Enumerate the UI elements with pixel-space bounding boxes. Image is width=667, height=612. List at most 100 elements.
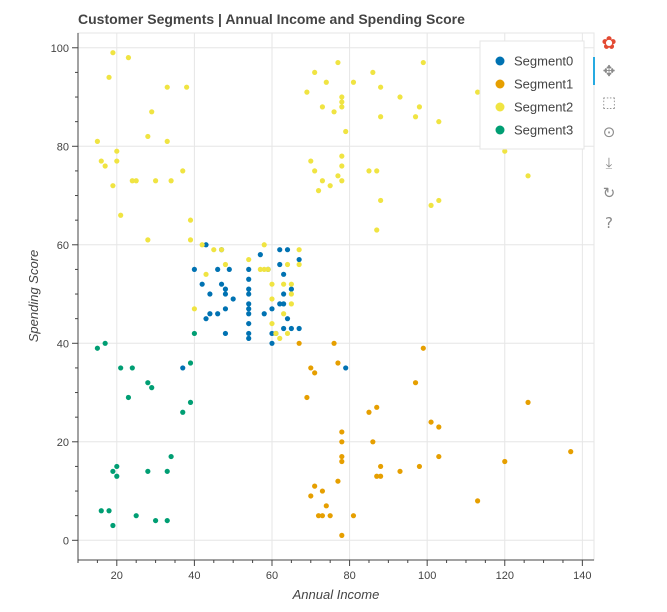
point-segment1 xyxy=(319,488,326,494)
point-segment0 xyxy=(199,281,205,287)
point-segment2 xyxy=(319,178,326,184)
point-segment0 xyxy=(281,301,287,307)
point-segment0 xyxy=(288,325,294,332)
point-segment1 xyxy=(366,409,372,415)
point-segment0 xyxy=(246,301,252,307)
legend: Segment0 Segment1 Segment2 Segment3 xyxy=(479,40,585,150)
point-segment0 xyxy=(246,266,252,273)
point-segment0 xyxy=(296,325,302,332)
point-segment3 xyxy=(106,508,112,514)
pan-tool-icon[interactable]: ✥ xyxy=(602,62,616,80)
point-segment0 xyxy=(281,291,287,297)
point-segment0 xyxy=(277,301,283,307)
point-segment0 xyxy=(203,242,209,248)
point-segment0 xyxy=(246,335,252,341)
reset-tool-icon[interactable]: ↻ xyxy=(602,184,616,202)
point-segment3 xyxy=(129,365,135,371)
point-segment1 xyxy=(436,424,442,430)
point-segment1 xyxy=(304,394,310,401)
point-segment2 xyxy=(428,202,434,208)
point-segment1 xyxy=(374,404,380,410)
point-segment1 xyxy=(312,483,318,489)
point-segment1 xyxy=(428,419,434,425)
point-segment1 xyxy=(339,532,345,538)
point-segment2 xyxy=(525,173,531,179)
point-segment3 xyxy=(94,345,100,351)
point-segment2 xyxy=(284,261,291,268)
point-segment3 xyxy=(164,468,170,474)
point-segment1 xyxy=(339,439,345,445)
point-segment2 xyxy=(304,89,310,95)
point-segment2 xyxy=(203,271,209,277)
point-segment2 xyxy=(110,50,116,56)
point-segment2 xyxy=(125,55,132,61)
point-segment0 xyxy=(281,325,287,332)
box-zoom-tool-icon[interactable]: ⬚ xyxy=(601,93,617,111)
point-segment1 xyxy=(327,513,333,519)
point-segment0 xyxy=(284,316,291,322)
point-segment1 xyxy=(436,453,442,460)
point-segment1 xyxy=(374,473,380,479)
point-segment0 xyxy=(277,247,283,253)
y-tick-label: 0 xyxy=(63,535,69,547)
point-segment3 xyxy=(118,365,124,371)
point-segment1 xyxy=(335,360,341,366)
point-segment2 xyxy=(261,242,267,248)
point-segment2 xyxy=(164,84,170,90)
active-tool-indicator xyxy=(593,57,595,85)
point-segment2 xyxy=(339,163,345,169)
point-segment2 xyxy=(269,296,275,302)
chart-title: Customer Segments | Annual Income and Sp… xyxy=(78,11,465,27)
point-segment2 xyxy=(343,128,349,135)
point-segment2 xyxy=(261,266,267,273)
point-segment0 xyxy=(269,340,275,346)
point-segment2 xyxy=(246,256,252,263)
point-segment0 xyxy=(261,311,267,317)
point-segment2 xyxy=(269,281,275,287)
point-segment2 xyxy=(133,178,139,184)
point-segment2 xyxy=(288,301,294,307)
point-segment0 xyxy=(246,330,252,337)
point-segment2 xyxy=(366,168,372,174)
point-segment0 xyxy=(269,330,275,337)
help-tool-icon[interactable]: ? xyxy=(605,214,613,232)
point-segment2 xyxy=(319,104,326,110)
point-segment1 xyxy=(475,498,481,504)
point-segment3 xyxy=(164,517,170,524)
point-segment3 xyxy=(149,385,155,391)
point-segment2 xyxy=(94,138,100,144)
wheel-zoom-tool-icon[interactable]: ⊙ xyxy=(602,123,616,141)
point-segment1 xyxy=(339,453,345,460)
point-segment1 xyxy=(416,463,423,470)
point-segment2 xyxy=(98,158,104,164)
point-segment1 xyxy=(339,429,345,435)
point-segment0 xyxy=(257,252,263,258)
point-segment1 xyxy=(308,493,314,499)
point-segment2 xyxy=(114,158,120,164)
point-segment2 xyxy=(284,330,291,337)
point-segment1 xyxy=(339,458,345,465)
point-segment0 xyxy=(281,271,287,277)
point-segment2 xyxy=(106,74,112,80)
save-tool-icon[interactable]: ⤓ xyxy=(605,154,613,172)
point-segment1 xyxy=(331,340,337,346)
point-segment2 xyxy=(199,242,205,248)
point-segment2 xyxy=(184,84,190,90)
point-segment0 xyxy=(269,306,275,312)
point-segment0 xyxy=(284,247,291,253)
x-tick-label: 20 xyxy=(111,570,123,582)
point-segment2 xyxy=(102,163,108,169)
x-axis-label: Annual Income xyxy=(292,587,380,602)
point-segment2 xyxy=(211,247,217,253)
bokeh-logo-icon[interactable]: ✿ xyxy=(601,32,617,54)
point-segment0 xyxy=(222,306,229,312)
point-segment3 xyxy=(110,522,116,529)
point-segment2 xyxy=(269,320,275,327)
point-segment1 xyxy=(397,468,403,474)
point-segment2 xyxy=(350,79,357,85)
point-segment0 xyxy=(296,256,302,263)
point-segment0 xyxy=(246,291,252,297)
point-segment2 xyxy=(118,212,124,218)
y-tick-label: 100 xyxy=(51,43,69,55)
